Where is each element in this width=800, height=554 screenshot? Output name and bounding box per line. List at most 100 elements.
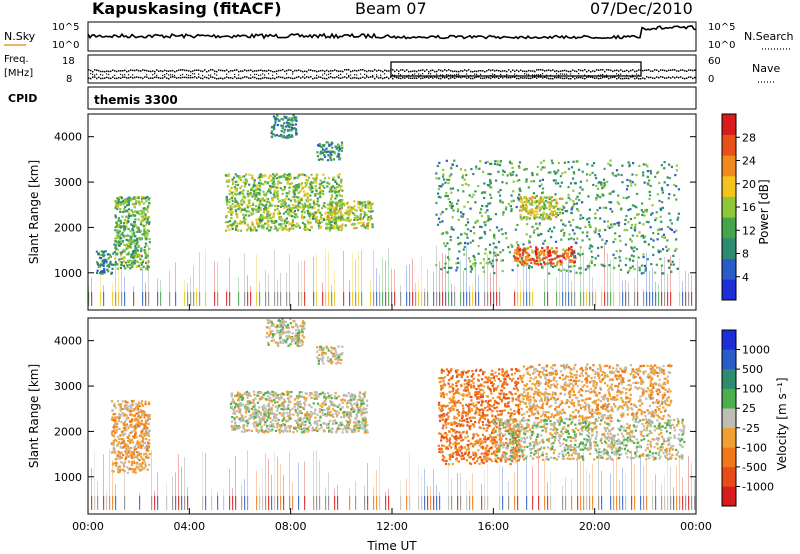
power-echo-cell xyxy=(505,232,507,234)
freq-dot xyxy=(256,74,257,75)
freq-dot xyxy=(508,69,510,71)
velocity-echo-cell xyxy=(146,455,148,457)
power-echo-cell xyxy=(675,238,677,240)
power-echo-cell xyxy=(140,210,142,212)
velocity-ground-band xyxy=(280,496,281,510)
power-echo-cell xyxy=(625,264,627,266)
power-echo-cell xyxy=(531,172,533,174)
freq-dot xyxy=(632,69,634,71)
power-echo-cell xyxy=(652,254,654,256)
velocity-ground-band xyxy=(679,496,680,510)
power-echo-cell xyxy=(673,184,675,186)
power-echo-cell xyxy=(563,257,565,259)
power-ground-band xyxy=(421,292,422,306)
power-echo-cell xyxy=(674,250,676,252)
power-echo-cell xyxy=(650,170,652,172)
freq-dot xyxy=(596,69,598,71)
power-echo-cell xyxy=(281,218,283,220)
velocity-ground-band xyxy=(682,496,683,510)
freq-dot xyxy=(668,70,670,72)
velocity-echo-cell xyxy=(140,447,142,449)
power-echo-cell xyxy=(462,174,464,176)
power-echo-cell xyxy=(525,210,527,212)
power-echo-cell xyxy=(117,204,119,206)
power-echo-cell xyxy=(286,205,288,207)
velocity-echo-cell xyxy=(120,414,122,416)
power-echo-cell xyxy=(301,211,303,213)
power-echo-cell xyxy=(543,254,545,256)
power-echo-cell xyxy=(438,196,440,198)
freq-dot xyxy=(304,74,305,75)
nave-dot xyxy=(286,77,288,79)
nave-dot xyxy=(690,76,692,78)
power-echo-cell xyxy=(661,164,663,166)
freq-dot xyxy=(230,70,232,72)
power-echo-cell xyxy=(438,188,440,190)
freq-dot xyxy=(562,74,563,75)
power-echo-cell xyxy=(314,193,316,195)
power-echo-cell xyxy=(317,200,319,202)
power-echo-cell xyxy=(276,190,278,192)
power-echo-cell xyxy=(586,173,588,175)
velocity-ground-band xyxy=(151,496,152,510)
velocity-echo-cell xyxy=(125,448,127,450)
power-echo-cell xyxy=(467,228,469,230)
power-echo-cell xyxy=(324,177,326,179)
freq-dot xyxy=(502,70,504,72)
power-echo-cell xyxy=(522,203,524,205)
power-echo-cell xyxy=(334,215,336,217)
freq-dot xyxy=(182,69,184,71)
power-echo-cell xyxy=(307,210,309,212)
nave-dot xyxy=(482,78,484,80)
power-echo-cell xyxy=(461,176,463,178)
freq-dot xyxy=(380,75,381,76)
power-echo-cell xyxy=(648,243,650,245)
power-echo-cell xyxy=(493,272,495,274)
freq-dot xyxy=(256,70,258,72)
power-echo-cell xyxy=(258,207,260,209)
power-ground-band xyxy=(487,292,488,306)
nave-dot xyxy=(116,78,118,80)
power-echo-cell xyxy=(543,261,545,263)
nave-dot xyxy=(562,78,564,80)
power-echo-cell xyxy=(663,234,665,236)
nave-dot xyxy=(206,77,208,79)
nave-dot xyxy=(140,77,142,79)
power-ylabel: Slant Range [km] xyxy=(27,160,41,264)
velocity-echo-cell xyxy=(140,456,142,458)
freq-dot xyxy=(544,70,546,72)
power-echo-cell xyxy=(475,167,477,169)
power-echo-cell xyxy=(234,222,236,224)
power-echo-cell xyxy=(132,229,134,231)
power-echo-cell xyxy=(451,226,453,228)
freq-dot xyxy=(92,74,93,75)
power-echo-cell xyxy=(334,197,336,199)
freq-dot xyxy=(400,74,401,75)
power-echo-cell xyxy=(642,211,644,213)
freq-dot xyxy=(534,71,536,73)
power-echo-cell xyxy=(544,206,546,208)
power-echo-cell xyxy=(298,192,300,194)
power-echo-cell xyxy=(613,266,615,268)
velocity-echo-cell xyxy=(120,403,122,405)
nave-dot xyxy=(290,77,292,79)
power-ground-band xyxy=(619,292,620,306)
power-echo-cell xyxy=(319,227,321,229)
velocity-echo-cell xyxy=(241,431,243,433)
nave-dot xyxy=(552,78,554,80)
power-echo-cell xyxy=(573,265,575,267)
power-ground-band xyxy=(370,292,371,306)
power-echo-cell xyxy=(560,175,562,177)
velocity-ground-band xyxy=(517,496,518,510)
power-ground-band xyxy=(667,292,668,306)
nave-dot xyxy=(494,77,496,79)
velocity-echo-cell xyxy=(128,461,130,463)
power-echo-cell xyxy=(323,219,325,221)
power-ground-band xyxy=(460,292,461,306)
freq-dot xyxy=(186,74,187,75)
power-echo-cell xyxy=(545,213,547,215)
power-echo-cell xyxy=(561,182,563,184)
velocity-echo-cell xyxy=(141,400,143,402)
power-echo-cell xyxy=(492,265,494,267)
